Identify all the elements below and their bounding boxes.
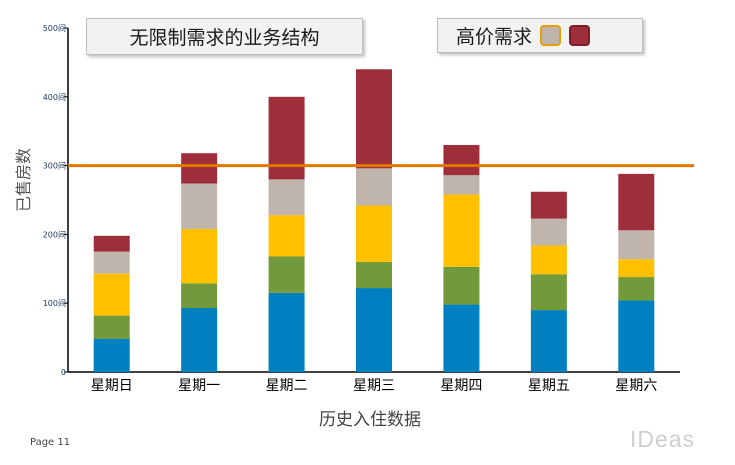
bar-segment-s2 <box>530 274 567 311</box>
x-tick-label: 星期四 <box>440 378 482 394</box>
page-number: Page 11 <box>30 437 71 448</box>
bar-segment-s3 <box>443 194 480 267</box>
bar-segment-s4 <box>443 175 480 195</box>
bar-segment-s4 <box>268 179 305 216</box>
chart-title: 无限制需求的业务结构 <box>129 27 320 49</box>
legend-swatch-red <box>569 25 591 46</box>
bar-segment-s5 <box>181 153 218 184</box>
y-tick-label: 100间 <box>43 299 66 308</box>
bar-segment-s4 <box>93 251 130 274</box>
bar-segment-s1 <box>530 310 567 372</box>
x-tick-label: 星期六 <box>615 378 657 394</box>
x-tick-label: 星期一 <box>178 378 220 394</box>
legend-label: 高价需求 <box>456 26 533 48</box>
bar-segment-s4 <box>181 183 218 229</box>
legend-box: 高价需求 <box>437 18 643 53</box>
bar-segment-s3 <box>268 215 305 257</box>
chart-title-box: 无限制需求的业务结构 <box>86 18 363 55</box>
x-tick-label: 星期二 <box>266 378 308 394</box>
x-axis-title: 历史入住数据 <box>319 410 421 430</box>
bar-segment-s5 <box>443 144 480 176</box>
bar-segment-s2 <box>443 266 480 305</box>
bar-segment-s2 <box>181 283 218 309</box>
bar-segment-s3 <box>181 228 218 284</box>
bar-segment-s5 <box>356 69 392 169</box>
bar-segment-s1 <box>356 288 392 372</box>
bar-segment-s4 <box>618 230 655 260</box>
company-logo: IDeas <box>630 426 696 452</box>
x-tick-label: 星期三 <box>353 378 395 394</box>
bar-segment-s3 <box>93 273 130 316</box>
bar-segment-s1 <box>443 304 480 372</box>
y-tick-label: 0 <box>61 368 66 377</box>
bar-segment-s3 <box>530 245 567 275</box>
bar-segment-s4 <box>356 168 392 206</box>
y-tick-label: 500间 <box>43 24 66 33</box>
bar-segment-s2 <box>356 261 392 289</box>
bar-segment-s1 <box>618 300 655 372</box>
bar-segment-s2 <box>93 315 130 339</box>
bar-segment-s4 <box>530 218 567 246</box>
y-tick-label: 300间 <box>43 162 66 171</box>
y-tick-label: 200间 <box>43 230 66 239</box>
bar-segment-s3 <box>618 259 655 278</box>
bar-segment-s1 <box>93 338 130 372</box>
y-tick-label: 400间 <box>43 93 66 102</box>
bar-segment-s1 <box>181 308 218 372</box>
bar-segment-s3 <box>356 205 392 262</box>
bar-segment-s2 <box>268 256 305 293</box>
x-tick-label: 星期日 <box>91 378 133 394</box>
legend-swatch-gray <box>540 25 562 46</box>
x-tick-label: 星期五 <box>528 378 570 394</box>
bar-segment-s2 <box>618 277 655 301</box>
y-axis-title: 已售房数 <box>14 147 33 212</box>
bar-segment-s1 <box>268 292 305 372</box>
bar-segment-s5 <box>93 235 130 252</box>
bar-segment-s5 <box>618 173 655 231</box>
bar-segment-s5 <box>530 191 567 219</box>
